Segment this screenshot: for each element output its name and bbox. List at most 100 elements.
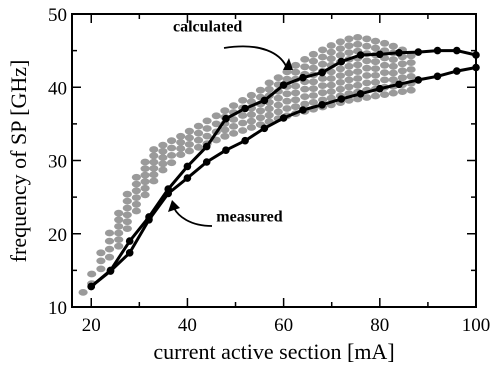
series-2-point [202, 158, 211, 166]
calculated-point [149, 165, 159, 172]
series-1-point [241, 104, 249, 113]
x-tick-label: 40 [178, 315, 197, 336]
calculated-point [388, 62, 398, 70]
calculated-point [238, 112, 248, 119]
calculated-point [122, 225, 132, 233]
calculated-point [264, 105, 274, 113]
calculated-point [202, 132, 212, 140]
calculated-point [184, 141, 194, 148]
calculated-point [362, 94, 372, 101]
calculated-point [122, 211, 132, 219]
calculated-point [176, 151, 186, 159]
calculated-point [335, 65, 345, 73]
calculated-point [229, 116, 239, 123]
calculated-point [282, 105, 292, 112]
calculated-point [291, 61, 301, 69]
calculated-point [344, 62, 354, 70]
series-2-point [279, 114, 288, 122]
calculated-point [353, 81, 363, 89]
calculated-point [87, 270, 97, 278]
calculated-point [335, 45, 345, 52]
calculated-point [220, 126, 230, 134]
calculated-point [140, 184, 150, 192]
series-2-point [414, 76, 423, 84]
calculated-point [131, 200, 141, 208]
calculated-point [344, 83, 354, 91]
annotation-measured-arrowhead [168, 200, 180, 212]
calculated-point [158, 166, 168, 174]
series-1-point [260, 96, 269, 105]
calculated-point [344, 42, 354, 50]
calculated-point [167, 137, 177, 145]
y-tick-label: 20 [48, 225, 67, 246]
calculated-point [291, 96, 301, 104]
calculated-point [397, 60, 407, 68]
series-2-point [106, 267, 115, 275]
calculated-point [140, 178, 150, 186]
series-1-point [433, 46, 442, 55]
calculated-point [255, 86, 266, 94]
calculated-point [300, 56, 310, 63]
calculated-point [96, 257, 106, 265]
calculated-point [326, 42, 336, 49]
calculated-point [344, 76, 354, 84]
measured-line-series [87, 46, 480, 291]
calculated-point [308, 50, 318, 58]
calculated-point [149, 171, 159, 179]
y-tick-label: 40 [48, 78, 67, 99]
calculated-point [291, 89, 301, 97]
calculated-point [362, 57, 372, 65]
calculated-point [220, 107, 230, 115]
series-2-point [87, 282, 95, 291]
calculated-point [273, 94, 283, 102]
calculated-point [308, 99, 318, 106]
calculated-point [335, 79, 345, 86]
calculated-point [370, 78, 381, 86]
calculated-point [335, 38, 345, 46]
calculated-point [96, 249, 106, 257]
calculated-point [335, 85, 345, 93]
calculated-point [255, 114, 266, 122]
calculated-point [131, 187, 141, 195]
calculated-point [273, 74, 283, 82]
calculated-point [220, 132, 230, 140]
calculated-point [300, 100, 310, 108]
calculated-point [167, 159, 177, 167]
calculated-point [388, 42, 398, 50]
calculated-point [264, 111, 274, 119]
series-2-point [183, 174, 192, 182]
calculated-point [264, 79, 274, 87]
series-2-point [337, 95, 346, 103]
calculated-point [353, 34, 363, 41]
calculated-point [158, 154, 168, 162]
calculated-point [114, 223, 124, 230]
calculated-point [406, 52, 416, 60]
calculated-point [114, 229, 124, 237]
calculated-point [193, 136, 204, 144]
series-1-point [337, 57, 346, 66]
series-2-point [222, 146, 230, 154]
calculated-point [308, 92, 318, 99]
calculated-point [344, 35, 354, 43]
calculated-point [406, 66, 416, 73]
calculated-point [353, 61, 363, 69]
calculated-point [380, 91, 390, 98]
calculated-point [282, 97, 292, 105]
calculated-point [282, 68, 292, 76]
calculated-point [370, 65, 381, 72]
calculated-point [291, 68, 301, 76]
calculated-point [353, 68, 363, 75]
calculated-point [291, 103, 301, 111]
series-2-point [318, 101, 326, 109]
calculated-point [246, 124, 256, 131]
calculated-point [308, 57, 318, 65]
calculated-point [246, 91, 256, 99]
calculated-point [104, 253, 115, 261]
annotation-calculated: calculated [173, 19, 242, 36]
series-1-point [299, 73, 307, 82]
calculated-point [353, 75, 363, 82]
calculated-point [96, 265, 106, 273]
annotation-calculated-arrowhead [283, 58, 293, 70]
calculated-point [176, 139, 186, 146]
calculated-point [406, 73, 416, 80]
